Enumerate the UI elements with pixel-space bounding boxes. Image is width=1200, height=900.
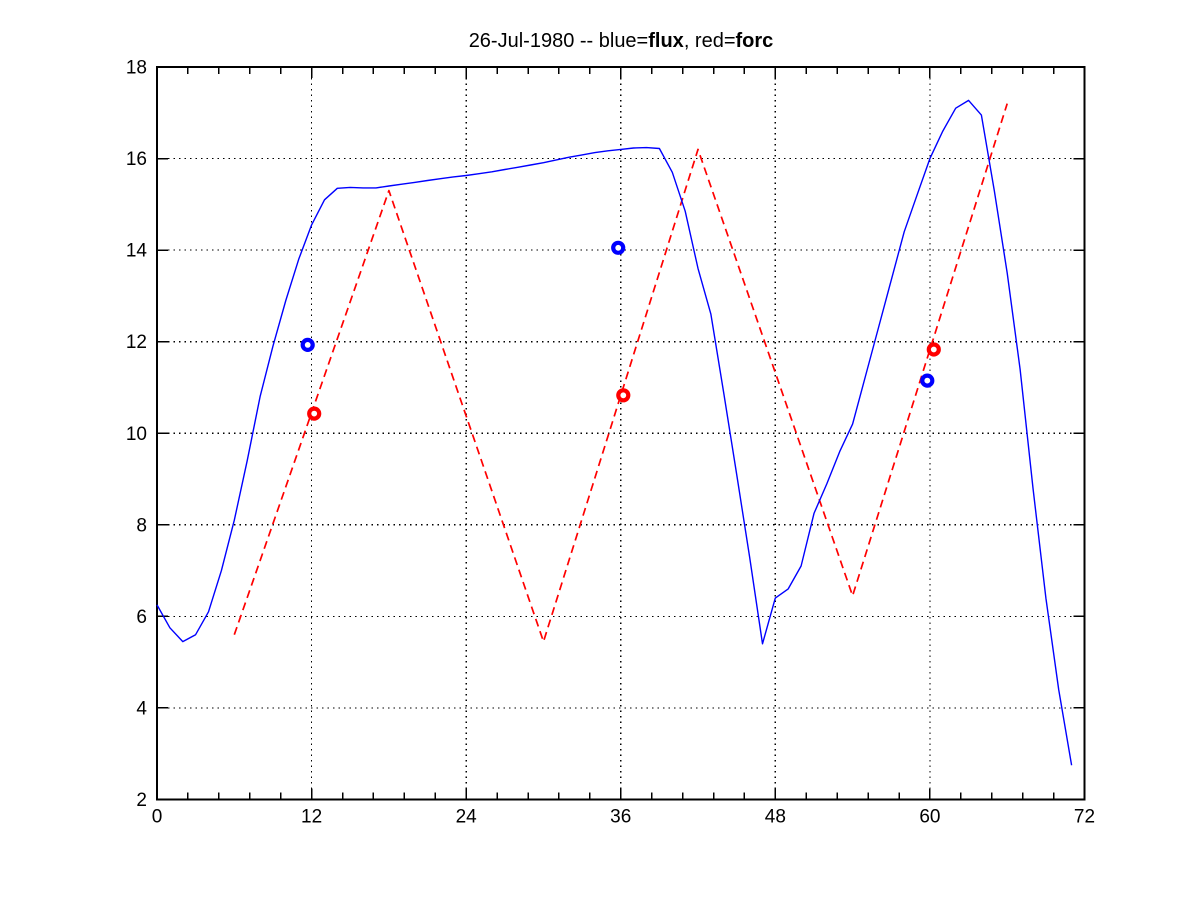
y-tick-label: 4 <box>136 698 147 719</box>
y-tick-label: 12 <box>126 332 147 353</box>
chart-title: 26-Jul-1980 -- blue=flux, red=forc <box>157 30 1085 53</box>
flux-obs-marker <box>611 240 626 255</box>
title-forc-label: forc <box>735 30 774 52</box>
x-tick-label: 72 <box>1074 807 1095 828</box>
forc-obs-marker <box>307 406 322 421</box>
forc-obs-marker <box>926 342 941 357</box>
forc-obs-marker <box>616 388 631 403</box>
title-flux-label: flux <box>648 30 684 52</box>
x-tick-label: 12 <box>301 807 322 828</box>
axis-box <box>156 66 1086 801</box>
y-tick-label: 14 <box>126 241 148 262</box>
y-tick-label: 16 <box>126 149 147 170</box>
x-tick-label: 0 <box>152 807 163 828</box>
flux-line <box>156 99 1073 766</box>
y-tick-label: 18 <box>126 58 147 79</box>
flux-obs-marker <box>300 337 315 352</box>
title-separator-part: , red= <box>683 30 736 52</box>
y-tick-label: 6 <box>136 607 147 628</box>
forc-line <box>233 103 1009 643</box>
x-tick-label: 48 <box>765 807 786 828</box>
y-tick-label: 8 <box>136 515 147 536</box>
y-tick-label: 2 <box>136 790 147 811</box>
title-date-part: 26-Jul-1980 -- blue= <box>468 30 649 52</box>
x-tick-label: 24 <box>456 807 478 828</box>
flux-obs-marker <box>920 373 935 388</box>
x-tick-label: 60 <box>919 807 940 828</box>
x-tick-label: 36 <box>610 807 631 828</box>
y-tick-label: 10 <box>126 424 147 445</box>
